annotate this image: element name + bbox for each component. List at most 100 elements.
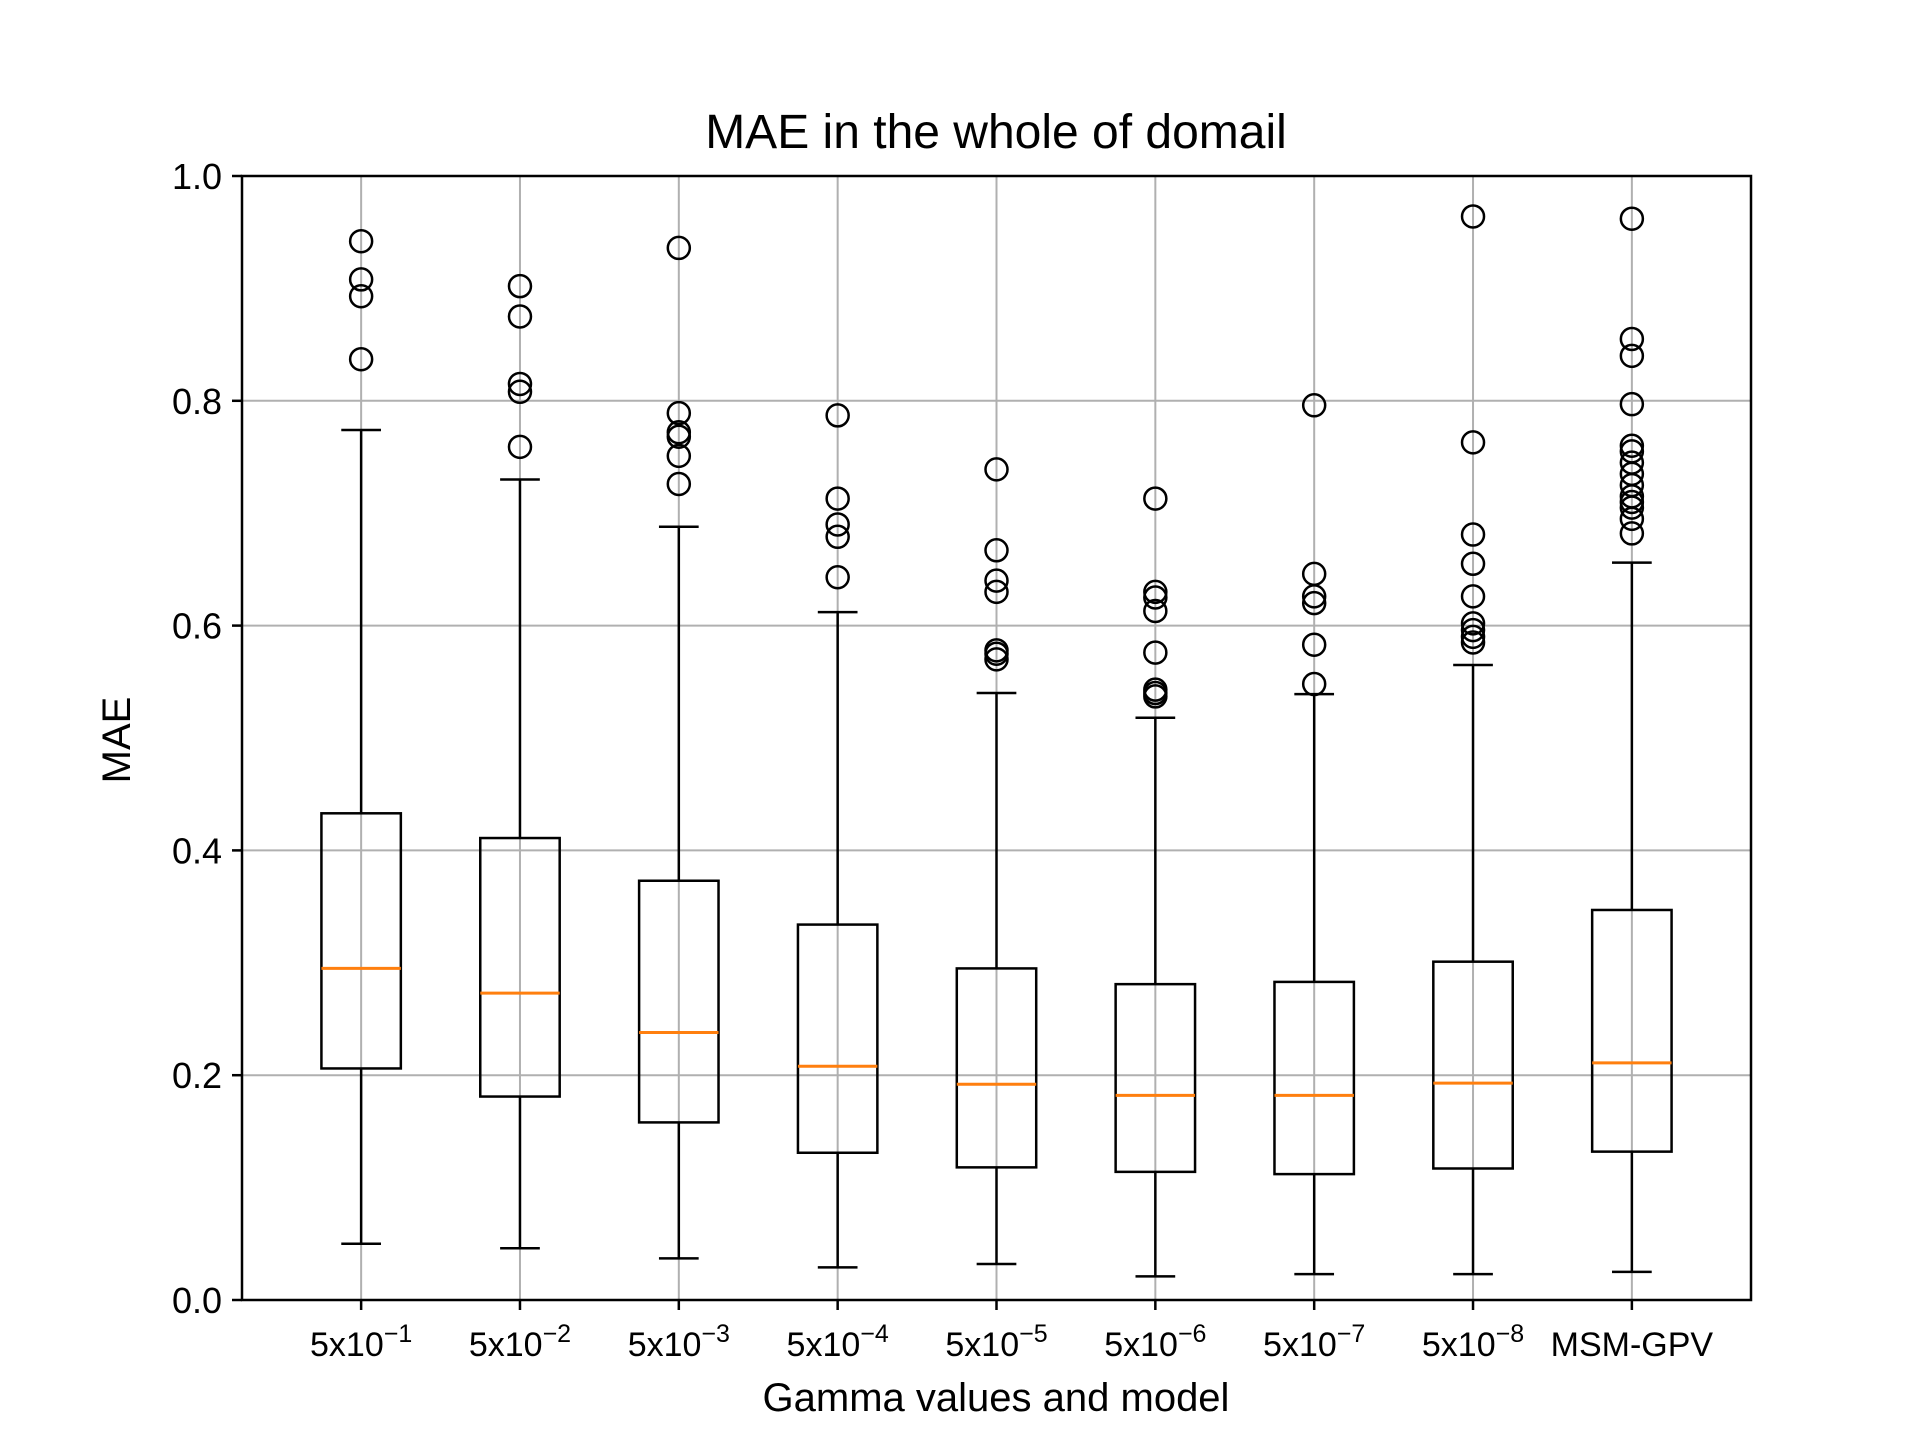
x-tick-label-base: 5x10: [1422, 1326, 1496, 1364]
x-tick-label-exponent: −3: [701, 1320, 730, 1348]
outlier-point: [1619, 489, 1645, 515]
outlier-point: [507, 379, 533, 405]
box-group: [1114, 486, 1197, 1278]
outlier-point: [1301, 584, 1327, 609]
box-group: [479, 273, 561, 1250]
box: [637, 879, 720, 1124]
x-tick-label-base: MSM-GPV: [1551, 1326, 1714, 1364]
x-tick-label: 5x10−1: [310, 1320, 412, 1364]
x-tick-label-base: 5x10: [469, 1326, 543, 1364]
box-group: [320, 228, 403, 1246]
outlier-point: [984, 568, 1009, 593]
x-tick-label-base: 5x10: [1104, 1326, 1178, 1364]
x-tick-label: 5x10−4: [787, 1320, 889, 1364]
outlier-point: [1460, 611, 1486, 636]
outlier-point: [1460, 624, 1486, 650]
x-tick-label-base: 5x10: [628, 1326, 702, 1364]
x-tick-label-base: 5x10: [1263, 1326, 1337, 1364]
outlier-point: [666, 400, 692, 426]
outlier-point: [348, 267, 374, 292]
outlier-point: [1460, 617, 1486, 643]
x-tick-label-exponent: −1: [384, 1320, 413, 1348]
outlier-point: [507, 434, 533, 460]
outlier-point: [1460, 584, 1486, 609]
outlier-point: [1143, 579, 1168, 605]
outlier-point: [825, 524, 850, 550]
outlier-point: [984, 457, 1009, 482]
outlier-point: [984, 641, 1009, 666]
box: [955, 967, 1038, 1169]
outlier-point: [1301, 671, 1327, 697]
outlier-point: [666, 235, 692, 261]
outlier-point: [1619, 391, 1645, 417]
box-group: [955, 457, 1038, 1266]
box-group: [796, 403, 879, 1269]
y-tick-label: 0.4: [172, 830, 222, 871]
box: [320, 812, 403, 1070]
outlier-point: [348, 228, 374, 254]
outlier-point: [507, 304, 533, 329]
outlier-point: [1619, 206, 1645, 231]
y-tick-label: 0.2: [172, 1055, 222, 1096]
x-tick-label-exponent: −2: [543, 1320, 572, 1348]
y-tick-label: 1.0: [172, 156, 222, 197]
outlier-point: [825, 512, 850, 537]
outlier-point: [1301, 590, 1327, 616]
box: [1114, 982, 1197, 1174]
outlier-point: [825, 486, 850, 511]
box: [1273, 980, 1356, 1176]
y-tick-label: 0.8: [172, 381, 222, 422]
x-tick-label-base: 5x10: [310, 1326, 384, 1364]
outlier-point: [1619, 326, 1645, 352]
outlier-point: [666, 471, 692, 497]
outlier-point: [1619, 433, 1645, 459]
plot-area: [320, 204, 1673, 1278]
outlier-point: [507, 273, 533, 299]
outlier-point: [1143, 585, 1168, 610]
x-axis-label: Gamma values and model: [763, 1376, 1230, 1420]
y-tick-label: 0.6: [172, 606, 222, 647]
chart-title: MAE in the whole of domail: [705, 106, 1287, 159]
outlier-point: [1619, 506, 1645, 532]
outlier-point: [1460, 551, 1486, 577]
outlier-point: [507, 371, 533, 397]
x-tick-label-base: 5x10: [787, 1326, 861, 1364]
outlier-point: [1143, 684, 1168, 709]
outlier-point: [1619, 495, 1645, 520]
outlier-point: [1143, 598, 1168, 624]
x-tick-label: 5x10−6: [1104, 1320, 1206, 1364]
outlier-point: [825, 565, 850, 590]
outlier-point: [666, 424, 692, 450]
box: [796, 923, 879, 1155]
y-tick-label: 0.0: [172, 1280, 222, 1321]
outlier-point: [348, 346, 374, 372]
outlier-point: [1143, 640, 1168, 665]
box: [1432, 960, 1514, 1170]
x-tick-label-exponent: −8: [1496, 1320, 1525, 1348]
box: [479, 836, 561, 1098]
outlier-point: [1460, 522, 1486, 547]
box-group: [1273, 393, 1356, 1276]
outlier-point: [1301, 393, 1327, 418]
x-tick-label: 5x10−5: [945, 1320, 1047, 1364]
box-group: [1432, 204, 1514, 1276]
x-tick-label: 5x10−8: [1422, 1320, 1524, 1364]
outlier-point: [1143, 486, 1168, 511]
x-tick-label-exponent: −7: [1337, 1320, 1366, 1348]
outlier-point: [1460, 430, 1486, 455]
box: [1590, 908, 1673, 1153]
outlier-point: [1301, 632, 1327, 657]
x-tick-label: 5x10−7: [1263, 1320, 1365, 1364]
outlier-point: [825, 403, 850, 428]
outlier-point: [1619, 521, 1645, 546]
outlier-point: [984, 538, 1009, 563]
y-axis-label: MAE: [95, 697, 139, 784]
x-tick-label-exponent: −5: [1019, 1320, 1048, 1348]
outlier-point: [666, 443, 692, 469]
x-tick-label-base: 5x10: [945, 1326, 1019, 1364]
x-tick-label: MSM-GPV: [1551, 1326, 1714, 1364]
box-group: [637, 235, 720, 1260]
x-tick-label-exponent: −4: [860, 1320, 889, 1348]
